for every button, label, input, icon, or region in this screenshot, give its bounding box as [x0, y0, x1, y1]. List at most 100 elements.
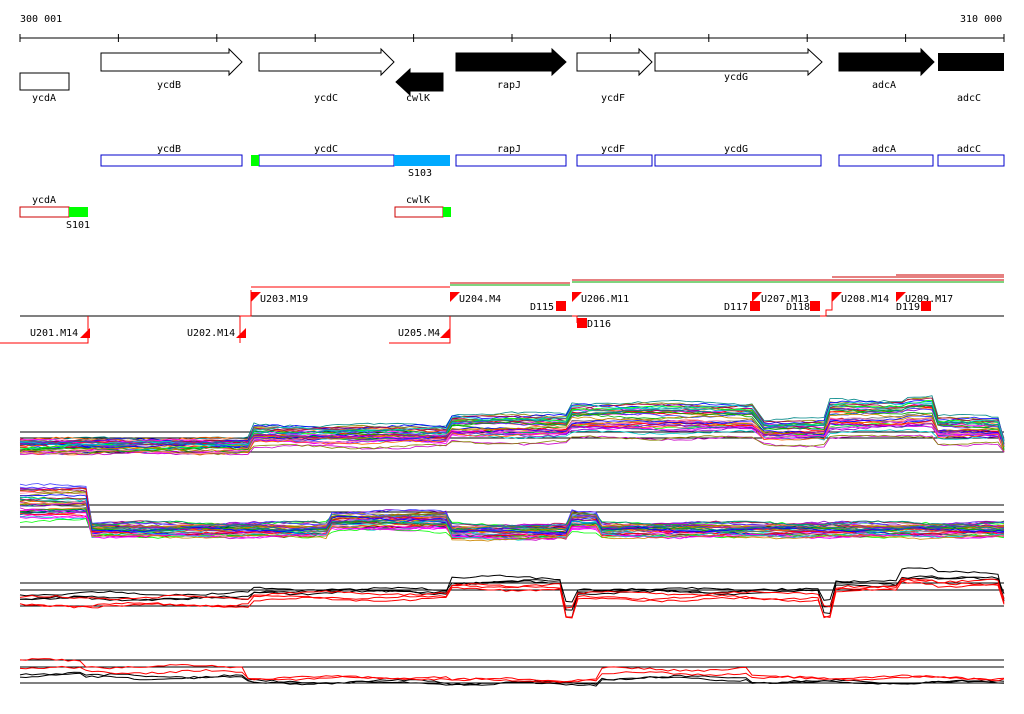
- downshift-d118[interactable]: D118: [786, 301, 820, 313]
- feature-cwlK[interactable]: cwlK: [394, 195, 451, 218]
- gene-label: ycdG: [724, 72, 748, 83]
- gene-label: ycdF: [601, 93, 625, 104]
- downshift-marker[interactable]: [921, 301, 931, 311]
- upshift-flag[interactable]: [896, 292, 906, 302]
- ruler-ticks: [19, 34, 1005, 42]
- downshift-d115[interactable]: D115: [530, 301, 566, 313]
- transcript-box[interactable]: [100, 154, 243, 167]
- gene-arrow[interactable]: [100, 47, 243, 77]
- downshift-label: D118: [786, 302, 810, 313]
- feature-sub-label: S101: [66, 220, 90, 231]
- expression-series: [19, 508, 1005, 534]
- upshift-u205[interactable]: U205.M4: [398, 328, 450, 339]
- feature-ycdA[interactable]: ycdA S101: [19, 195, 90, 231]
- expression-series: [19, 665, 1005, 683]
- downshift-marker[interactable]: [577, 318, 587, 328]
- transcript-ycdB[interactable]: ycdB: [100, 144, 243, 167]
- expression-panels: [19, 395, 1005, 687]
- upshift-u208[interactable]: U208.M14: [832, 292, 889, 305]
- gene-arrow[interactable]: [838, 47, 935, 77]
- upshift-u204[interactable]: U204.M4: [450, 292, 501, 305]
- segment-s103[interactable]: [394, 155, 450, 166]
- transcript-rapJ[interactable]: rapJ: [455, 144, 567, 167]
- downshift-marker[interactable]: [810, 301, 820, 311]
- gene-ycdA[interactable]: ycdA: [19, 72, 70, 104]
- feature-label: cwlK: [406, 195, 430, 206]
- gene-cwlK[interactable]: cwlK: [395, 67, 444, 104]
- downshift-marker[interactable]: [750, 301, 760, 311]
- upshift-flag[interactable]: [236, 328, 246, 338]
- ruler-start-label: 300 001: [20, 14, 62, 25]
- upshift-flag[interactable]: [450, 292, 460, 302]
- gene-arrow[interactable]: [395, 67, 444, 97]
- expression-panel-1: [19, 395, 1005, 456]
- upshift-u207[interactable]: U207.M13: [752, 292, 809, 305]
- gene-ycdG[interactable]: ycdG: [654, 47, 823, 83]
- ruler-end-label: 310 000: [960, 14, 1002, 25]
- expression-series: [19, 404, 1005, 452]
- upshift-flag[interactable]: [251, 292, 261, 302]
- expression-series: [19, 397, 1005, 445]
- downshift-marker[interactable]: [556, 301, 566, 311]
- gene-label: adcA: [872, 80, 896, 91]
- downshift-d116[interactable]: D116: [577, 318, 611, 330]
- upshift-label: U204.M4: [459, 294, 501, 305]
- feature-box[interactable]: [394, 206, 444, 218]
- transcript-box[interactable]: [654, 154, 822, 167]
- gene-arrow[interactable]: [654, 47, 823, 77]
- gene-label: ycdC: [314, 93, 338, 104]
- gene-arrow[interactable]: [455, 47, 567, 77]
- gene-adcA[interactable]: adcA: [838, 47, 935, 91]
- expression-series: [19, 578, 1005, 609]
- transcript-box[interactable]: [258, 154, 395, 167]
- upshift-flag[interactable]: [440, 328, 450, 338]
- upshift-label: U206.M11: [581, 294, 629, 305]
- gene-arrow[interactable]: [576, 47, 653, 77]
- gene-rapJ[interactable]: rapJ: [455, 47, 567, 91]
- expression-series: [19, 424, 1005, 444]
- gene-arrow[interactable]: [938, 53, 1004, 71]
- panel-1-series: [19, 395, 1005, 456]
- upshift-u206[interactable]: U206.M11: [572, 292, 629, 305]
- transcript-ycdF[interactable]: ycdF: [576, 144, 653, 167]
- gene-ycdF[interactable]: ycdF: [576, 47, 653, 104]
- expression-series: [19, 501, 1005, 540]
- expression-series: [19, 434, 1005, 456]
- transcript-ycdG[interactable]: ycdG: [654, 144, 822, 167]
- upshift-flag[interactable]: [572, 292, 582, 302]
- expression-series: [19, 498, 1005, 528]
- gene-ycdB[interactable]: ycdB: [100, 47, 243, 91]
- upshift-u201[interactable]: U201.M14: [30, 328, 90, 339]
- transcript-box[interactable]: [455, 154, 567, 167]
- transcript-ycdC[interactable]: ycdC S103: [251, 144, 450, 179]
- transcript-box[interactable]: [937, 154, 1005, 167]
- downshift-label: D119: [896, 302, 920, 313]
- transcript-adcA[interactable]: adcA: [838, 144, 934, 167]
- expression-series: [19, 487, 1005, 537]
- feature-box[interactable]: [19, 206, 70, 218]
- upshift-u203[interactable]: U203.M19: [251, 292, 308, 305]
- gene-label: ycdA: [32, 93, 56, 104]
- level-line: [572, 315, 578, 323]
- upshift-flag[interactable]: [752, 292, 762, 302]
- downshift-d117[interactable]: D117: [724, 301, 760, 313]
- transcript-box[interactable]: [576, 154, 653, 167]
- expression-series: [19, 580, 1005, 619]
- upshift-flag[interactable]: [80, 328, 90, 338]
- gene-shape[interactable]: [19, 72, 70, 91]
- downshift-d119[interactable]: D119: [896, 301, 931, 313]
- transcript-adcC[interactable]: adcC: [937, 144, 1005, 167]
- upshift-u209[interactable]: U209.M17: [896, 292, 953, 305]
- feature-label: ycdA: [32, 195, 56, 206]
- gene-adcC[interactable]: adcC: [938, 53, 1004, 104]
- gene-track: ycdA ycdB ycdC cwlK rapJ ycdF ycdG adcA: [19, 47, 1004, 104]
- gene-arrow[interactable]: [258, 47, 395, 77]
- upshift-label: U203.M19: [260, 294, 308, 305]
- expression-series: [19, 404, 1005, 446]
- upshift-flag[interactable]: [832, 292, 842, 302]
- upshift-u202[interactable]: U202.M14: [187, 328, 246, 339]
- transcript-box[interactable]: [838, 154, 934, 167]
- gene-ycdC[interactable]: ycdC: [258, 47, 395, 104]
- downshift-label: D115: [530, 302, 554, 313]
- shift-level-lines: [0, 274, 1004, 344]
